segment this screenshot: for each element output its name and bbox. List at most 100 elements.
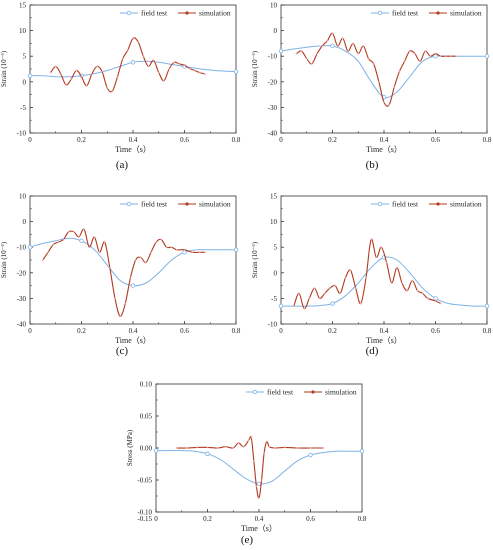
x-tick-label: 0.2 (203, 515, 212, 523)
x-axis-label: Time（s） (366, 145, 402, 154)
field-test-marker (182, 250, 187, 255)
simulation-marker (408, 50, 411, 52)
field-test-marker (433, 54, 438, 59)
field-test-marker (27, 244, 33, 250)
field-test-marker (130, 283, 136, 288)
x-tick-label: 0.8 (232, 327, 241, 335)
simulation-marker (406, 289, 408, 292)
simulation-marker (85, 85, 88, 87)
simulation-marker (175, 248, 178, 251)
y-tick-label: 10 (270, 218, 278, 226)
y-tick-label: -0.15 (137, 515, 152, 523)
simulation-marker (421, 292, 424, 295)
legend-field-test-marker (126, 201, 132, 207)
y-axis-label: Strain (10⁻⁶) (251, 241, 259, 278)
simulation-marker (199, 71, 201, 74)
simulation-marker (196, 446, 198, 449)
legend-label-simulation: simulation (199, 9, 231, 18)
simulation-marker (101, 70, 103, 73)
legend-field-test-marker (126, 10, 132, 16)
x-axis-label: Time（s） (115, 145, 151, 154)
simulation-marker (62, 238, 65, 241)
simulation-marker (398, 70, 401, 73)
y-tick-label: 0 (274, 27, 278, 35)
simulation-marker (119, 315, 121, 318)
simulation-marker (318, 297, 321, 300)
simulation-marker (70, 78, 72, 81)
series-field-test-line (280, 256, 488, 307)
simulation-marker (65, 84, 67, 86)
field-test-marker (233, 69, 239, 74)
field-test-marker (27, 73, 33, 78)
simulation-marker (224, 445, 227, 448)
y-tick-label: 10 (19, 27, 27, 35)
simulation-marker (152, 59, 155, 62)
simulation-marker (334, 284, 336, 287)
simulation-marker (331, 32, 334, 34)
simulation-marker (145, 261, 147, 264)
panel-caption: (c) (116, 345, 129, 357)
simulation-marker (114, 297, 116, 300)
legend-label-field-test: field test (392, 9, 419, 18)
simulation-marker (450, 55, 452, 57)
simulation-marker (199, 251, 201, 254)
series-simulation-line (50, 37, 206, 93)
x-tick-label: 0.6 (180, 136, 189, 144)
simulation-marker (375, 256, 378, 259)
simulation-marker (150, 251, 152, 254)
x-tick-label: 0.6 (306, 515, 315, 523)
simulation-marker (308, 297, 311, 300)
y-tick-label: 0 (274, 269, 278, 277)
simulation-marker (365, 277, 367, 279)
simulation-marker (354, 287, 357, 289)
x-tick-label: 0 (154, 515, 158, 523)
x-tick-label: 0.8 (358, 515, 367, 523)
simulation-marker (121, 57, 124, 60)
simulation-marker (178, 63, 181, 65)
simulation-marker (296, 447, 299, 449)
legend-label-simulation: simulation (450, 200, 482, 209)
simulation-marker (396, 266, 398, 269)
simulation-marker (155, 241, 157, 243)
simulation-marker (93, 236, 96, 238)
series-field-test-line (29, 237, 237, 287)
simulation-marker (426, 297, 429, 300)
y-tick-label: -40 (17, 321, 27, 329)
simulation-marker (83, 228, 85, 231)
field-test-marker (153, 448, 159, 453)
legend-label-simulation: simulation (450, 9, 482, 18)
simulation-marker (183, 64, 186, 67)
legend-field-test-marker (377, 201, 383, 207)
x-tick-label: 0 (279, 327, 283, 335)
field-test-marker (278, 303, 284, 309)
x-tick-label: 0.8 (483, 136, 492, 144)
simulation-marker (98, 251, 101, 254)
x-axis-label: Time（s） (241, 524, 277, 533)
simulation-marker (160, 238, 163, 241)
simulation-marker (370, 238, 372, 241)
simulation-marker (293, 305, 295, 307)
simulation-marker (434, 52, 437, 55)
simulation-marker (323, 292, 326, 295)
simulation-marker (263, 452, 265, 454)
field-test-marker (330, 43, 335, 49)
simulation-marker (242, 445, 245, 448)
simulation-marker (134, 259, 137, 261)
simulation-marker (75, 69, 78, 72)
y-tick-label: 0.05 (140, 413, 153, 421)
simulation-marker (445, 55, 447, 57)
y-axis-label: Strain (10⁻⁶) (0, 241, 8, 278)
simulation-marker (147, 65, 150, 68)
simulation-marker (258, 497, 260, 499)
simulation-marker (388, 104, 390, 106)
simulation-marker (106, 87, 109, 89)
legend-box (117, 6, 235, 19)
simulation-marker (88, 246, 91, 248)
simulation-marker (173, 61, 175, 64)
y-tick-label: -40 (268, 130, 278, 138)
simulation-marker (57, 241, 60, 243)
y-axis-label: Strain (10⁻⁶) (251, 50, 259, 87)
simulation-marker (206, 446, 209, 449)
y-tick-label: -10 (17, 244, 27, 252)
x-tick-label: 0.6 (180, 327, 189, 335)
